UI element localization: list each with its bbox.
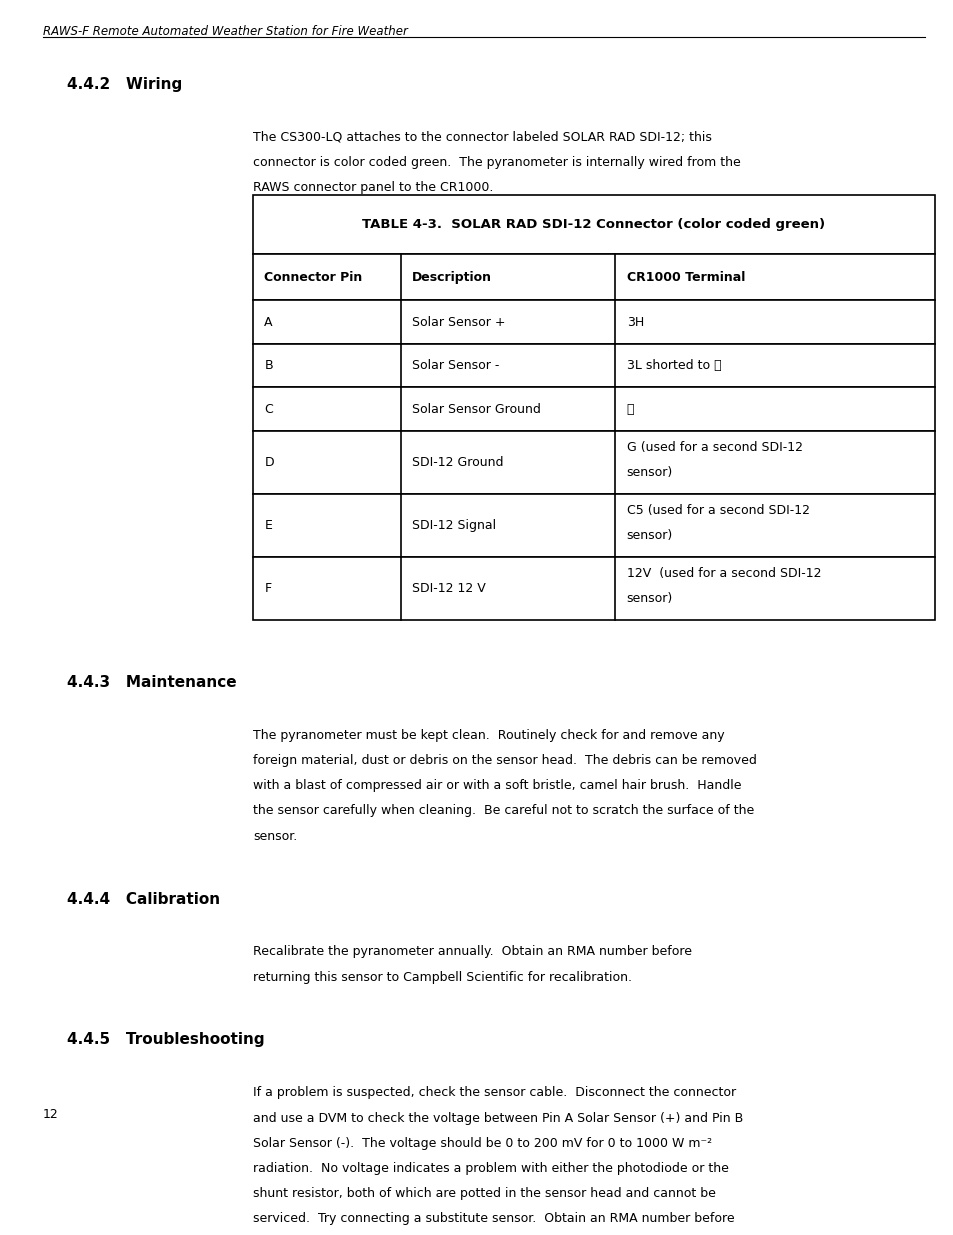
Text: sensor): sensor) bbox=[626, 467, 672, 479]
Text: 4.4.2   Wiring: 4.4.2 Wiring bbox=[67, 77, 182, 91]
Text: Solar Sensor -: Solar Sensor - bbox=[412, 359, 499, 372]
Text: Recalibrate the pyranometer annually.  Obtain an RMA number before: Recalibrate the pyranometer annually. Ob… bbox=[253, 945, 691, 958]
Text: ⏚: ⏚ bbox=[626, 403, 634, 416]
Text: F: F bbox=[264, 582, 271, 595]
Text: D: D bbox=[264, 456, 274, 469]
Text: sensor.: sensor. bbox=[253, 830, 296, 842]
Text: with a blast of compressed air or with a soft bristle, camel hair brush.  Handle: with a blast of compressed air or with a… bbox=[253, 779, 740, 792]
Text: returning this sensor to Campbell Scientific for recalibration.: returning this sensor to Campbell Scient… bbox=[253, 971, 631, 983]
Text: SDI-12 Signal: SDI-12 Signal bbox=[412, 519, 496, 532]
Text: foreign material, dust or debris on the sensor head.  The debris can be removed: foreign material, dust or debris on the … bbox=[253, 755, 756, 767]
Text: B: B bbox=[264, 359, 273, 372]
Text: RAWS connector panel to the CR1000.: RAWS connector panel to the CR1000. bbox=[253, 182, 493, 194]
Bar bbox=[253, 494, 934, 557]
Text: sensor): sensor) bbox=[626, 530, 672, 542]
Text: 3H: 3H bbox=[626, 315, 643, 329]
Text: The CS300-LQ attaches to the connector labeled SOLAR RAD SDI-12; this: The CS300-LQ attaches to the connector l… bbox=[253, 131, 711, 143]
Bar bbox=[253, 431, 934, 494]
Text: 4.4.4   Calibration: 4.4.4 Calibration bbox=[67, 892, 220, 906]
Text: SDI-12 Ground: SDI-12 Ground bbox=[412, 456, 503, 469]
Text: 4.4.3   Maintenance: 4.4.3 Maintenance bbox=[67, 676, 236, 690]
Text: CR1000 Terminal: CR1000 Terminal bbox=[626, 270, 744, 284]
Text: C: C bbox=[264, 403, 273, 416]
Bar bbox=[253, 388, 934, 431]
Text: the sensor carefully when cleaning.  Be careful not to scratch the surface of th: the sensor carefully when cleaning. Be c… bbox=[253, 804, 753, 818]
Bar bbox=[253, 254, 934, 300]
Text: The pyranometer must be kept clean.  Routinely check for and remove any: The pyranometer must be kept clean. Rout… bbox=[253, 729, 723, 742]
Bar bbox=[253, 300, 934, 343]
Text: A: A bbox=[264, 315, 273, 329]
Text: connector is color coded green.  The pyranometer is internally wired from the: connector is color coded green. The pyra… bbox=[253, 156, 740, 169]
Text: Solar Sensor Ground: Solar Sensor Ground bbox=[412, 403, 540, 416]
Text: Solar Sensor (-).  The voltage should be 0 to 200 mV for 0 to 1000 W m⁻²: Solar Sensor (-). The voltage should be … bbox=[253, 1136, 711, 1150]
Text: Connector Pin: Connector Pin bbox=[264, 270, 362, 284]
Bar bbox=[253, 557, 934, 620]
Text: SDI-12 12 V: SDI-12 12 V bbox=[412, 582, 485, 595]
Bar bbox=[253, 343, 934, 388]
Text: E: E bbox=[264, 519, 272, 532]
Text: G (used for a second SDI-12: G (used for a second SDI-12 bbox=[626, 441, 801, 454]
Text: sensor): sensor) bbox=[626, 593, 672, 605]
Text: TABLE 4-3.  SOLAR RAD SDI-12 Connector (color coded green): TABLE 4-3. SOLAR RAD SDI-12 Connector (c… bbox=[362, 219, 824, 231]
Text: radiation.  No voltage indicates a problem with either the photodiode or the: radiation. No voltage indicates a proble… bbox=[253, 1162, 728, 1174]
Text: Solar Sensor +: Solar Sensor + bbox=[412, 315, 505, 329]
Text: 4.4.5   Troubleshooting: 4.4.5 Troubleshooting bbox=[67, 1032, 264, 1047]
Text: 12V  (used for a second SDI-12: 12V (used for a second SDI-12 bbox=[626, 567, 821, 580]
Text: Description: Description bbox=[412, 270, 492, 284]
Text: 3L shorted to ⏚: 3L shorted to ⏚ bbox=[626, 359, 720, 372]
Text: C5 (used for a second SDI-12: C5 (used for a second SDI-12 bbox=[626, 504, 809, 517]
Text: RAWS-F Remote Automated Weather Station for Fire Weather: RAWS-F Remote Automated Weather Station … bbox=[43, 25, 407, 38]
Text: and use a DVM to check the voltage between Pin A Solar Sensor (+) and Pin B: and use a DVM to check the voltage betwe… bbox=[253, 1112, 742, 1125]
Text: shunt resistor, both of which are potted in the sensor head and cannot be: shunt resistor, both of which are potted… bbox=[253, 1187, 715, 1200]
Bar bbox=[253, 195, 934, 254]
Text: If a problem is suspected, check the sensor cable.  Disconnect the connector: If a problem is suspected, check the sen… bbox=[253, 1087, 735, 1099]
Text: serviced.  Try connecting a substitute sensor.  Obtain an RMA number before: serviced. Try connecting a substitute se… bbox=[253, 1213, 734, 1225]
Text: 12: 12 bbox=[43, 1108, 59, 1120]
